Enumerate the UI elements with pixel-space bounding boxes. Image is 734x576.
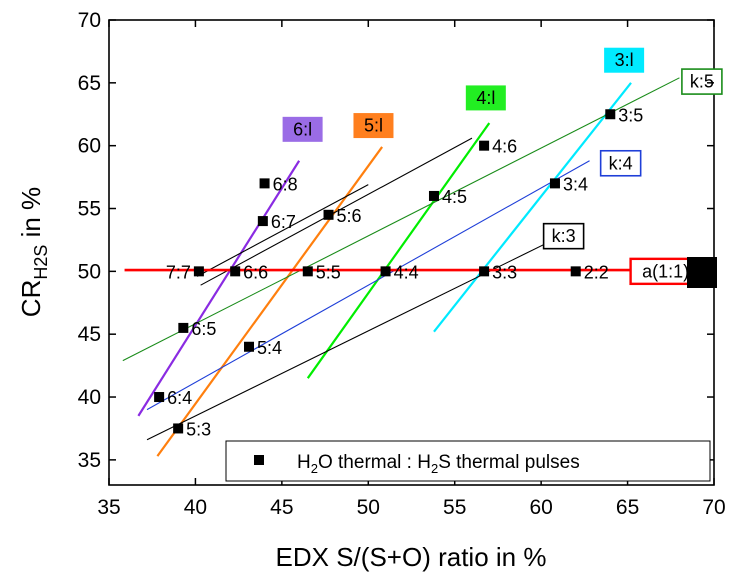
series-label-box-4-l — [465, 85, 506, 111]
y-tick-label-60: 60 — [78, 135, 101, 158]
x-tick-label-40: 40 — [184, 496, 207, 519]
series-label-k-5: k:5 — [681, 68, 723, 95]
data-markers — [154, 109, 616, 434]
x-tick-label-60: 60 — [529, 496, 552, 519]
series-label-3-l: 3:l — [604, 47, 645, 73]
fit-line-unnamed-8 — [200, 137, 473, 286]
series-label-text-6-l: 6:l — [293, 119, 312, 139]
fit-line-k-5 — [122, 77, 680, 362]
point-label-6-6: 6:6 — [243, 262, 268, 282]
point-label-5-6: 5:6 — [337, 206, 362, 226]
series-label-box-k-3 — [542, 222, 585, 250]
series-label-box-5-l — [353, 113, 394, 139]
series-label-box-3-l — [604, 47, 645, 73]
marker-4-5 — [428, 190, 439, 201]
marker-5-4 — [244, 341, 255, 352]
point-label-6-5: 6:5 — [191, 319, 216, 339]
y-tick-label-50: 50 — [78, 260, 101, 283]
series-label-text-k-5: k:5 — [690, 72, 714, 92]
legend: H2O thermal : H2S thermal pulses — [225, 440, 711, 482]
marker-3-4 — [549, 178, 560, 189]
point-label-4-5: 4:5 — [442, 187, 467, 207]
marker-6-7 — [257, 216, 268, 227]
point-label-6-7: 6:7 — [271, 212, 296, 232]
fit-line-3-l — [433, 82, 632, 333]
marker-5-5 — [302, 266, 313, 277]
y-tick-label-70: 70 — [78, 9, 101, 32]
series-label-6-l: 6:l — [282, 116, 323, 142]
series-label-k-4: k:4 — [599, 149, 642, 177]
x-tick-label-65: 65 — [616, 496, 639, 519]
series-label-box-k-4 — [599, 149, 642, 177]
series-label-4-l: 4:l — [465, 85, 506, 111]
y-tick-label-40: 40 — [78, 386, 101, 409]
series-label-5-l: 5:l — [353, 113, 394, 139]
x-tick-label-55: 55 — [443, 496, 466, 519]
y-tick-label-35: 35 — [78, 449, 101, 472]
plot-area: 7:7 6:6 5:5 4:4 3:3 2:2 6:8 6:7 5:6 4:5 4:6 3:4 3:5 6… — [108, 19, 723, 486]
point-label-7-7: 7:7 — [166, 262, 191, 282]
point-label-6-4: 6:4 — [167, 388, 192, 408]
point-label-3-5: 3:5 — [618, 105, 643, 125]
marker-2-2 — [570, 266, 581, 277]
marker-4-6 — [479, 140, 490, 151]
point-label-4-4: 4:4 — [394, 262, 419, 282]
fit-lines — [122, 77, 680, 457]
point-label-3-4: 3:4 — [563, 174, 588, 194]
point-label-5-3: 5:3 — [186, 419, 211, 439]
fit-line-k-4 — [146, 160, 590, 411]
series-label-text-k-3: k:3 — [552, 226, 576, 246]
x-axis: 35 40 45 50 55 60 65 70 — [97, 20, 726, 519]
x-tick-label-45: 45 — [270, 496, 293, 519]
y-axis: 35 40 45 50 55 60 65 70 — [78, 9, 714, 472]
series-label-text-a-1-1: a(1:1) — [642, 261, 689, 281]
series-label-text-3-l: 3:l — [615, 50, 634, 70]
fit-line-6-l — [137, 160, 301, 417]
legend-box — [225, 440, 711, 482]
point-label-4-6: 4:6 — [492, 137, 517, 157]
marker-6-5 — [178, 322, 189, 333]
marker-3-5 — [605, 109, 616, 120]
series-label-box-6-l — [282, 116, 323, 142]
point-label-5-4: 5:4 — [257, 338, 282, 358]
point-label-6-8: 6:8 — [273, 174, 298, 194]
legend-marker — [254, 455, 264, 465]
x-axis-title: EDX S/(S+O) ratio in % — [276, 542, 547, 572]
series-label-text-5-l: 5:l — [364, 116, 383, 136]
x-tick-label-70: 70 — [702, 496, 725, 519]
series-label-box-k-5 — [681, 68, 723, 95]
marker-7-7 — [193, 266, 204, 277]
plot-frame — [108, 19, 715, 486]
y-axis-title: CRH2S in % — [16, 187, 51, 317]
series-label-k-3: k:3 — [542, 222, 585, 250]
marker-5-3 — [173, 423, 184, 434]
series-label-text-4-l: 4:l — [476, 88, 495, 108]
fit-line-5-l — [156, 146, 384, 457]
marker-3-3 — [479, 266, 490, 277]
series-label-text-k-4: k:4 — [609, 153, 633, 173]
x-tick-label-50: 50 — [357, 496, 380, 519]
fit-line-unnamed-7 — [196, 184, 369, 277]
marker-6-8 — [259, 178, 270, 189]
marker-4-4 — [380, 266, 391, 277]
y-tick-label-55: 55 — [78, 198, 101, 221]
marker-6-6 — [230, 266, 241, 277]
point-labels: 7:7 6:6 5:5 4:4 3:3 2:2 6:8 6:7 5:6 4:5 4:6 3:4 3:5 6… — [166, 105, 643, 439]
black-marker-block — [687, 257, 717, 288]
point-label-3-3: 3:3 — [492, 262, 517, 282]
marker-5-6 — [323, 209, 334, 220]
y-tick-label-45: 45 — [78, 323, 101, 346]
point-label-5-5: 5:5 — [316, 262, 341, 282]
marker-6-4 — [154, 392, 165, 403]
y-tick-label-65: 65 — [78, 72, 101, 95]
point-label-2-2: 2:2 — [584, 262, 609, 282]
x-tick-label-35: 35 — [97, 496, 120, 519]
fit-line-4-l — [306, 122, 491, 379]
legend-label: H2O thermal : H2S thermal pulses — [297, 452, 580, 476]
